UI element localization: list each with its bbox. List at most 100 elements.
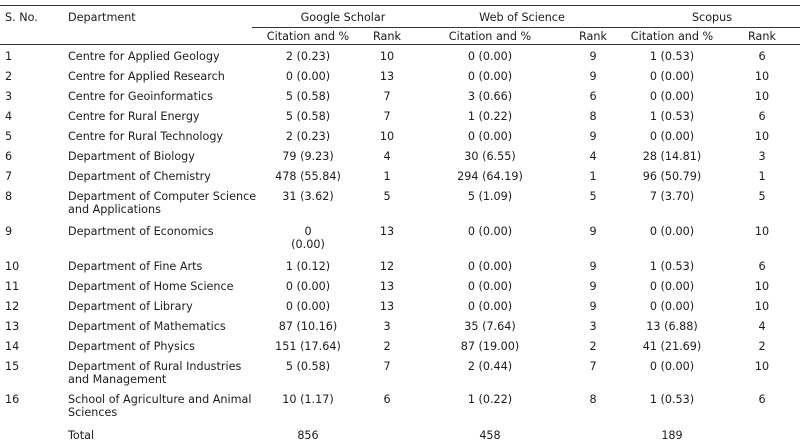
row-department: Centre for Geoinformatics (68, 90, 213, 103)
row-gs-rank: 13 (379, 280, 395, 293)
row-wos-citation: 0 (0.00) (467, 70, 513, 83)
total-scopus: 189 (661, 429, 683, 442)
row-gs-citation: 31 (3.62) (282, 190, 334, 203)
row-department: Department of Mathematics (68, 320, 226, 333)
row-scopus-citation: 1 (0.53) (649, 50, 695, 63)
row-wos-rank: 9 (589, 225, 597, 238)
group-header-rule (252, 27, 800, 28)
row-sno: 2 (5, 70, 13, 83)
row-scopus-rank: 4 (758, 320, 766, 333)
row-department: Department of Chemistry (68, 170, 211, 183)
header-gs-citation: Citation and % (266, 30, 350, 43)
row-gs-citation: 0 (304, 225, 312, 238)
row-wos-citation: 0 (0.00) (467, 280, 513, 293)
row-wos-citation: 87 (19.00) (460, 340, 520, 353)
row-wos-citation: 0 (0.00) (467, 300, 513, 313)
header-scopus-citation: Citation and % (630, 30, 714, 43)
row-scopus-rank: 6 (758, 50, 766, 63)
row-wos-citation: 30 (6.55) (464, 150, 516, 163)
row-scopus-citation: 0 (0.00) (649, 90, 695, 103)
row-scopus-citation: 0 (0.00) (649, 360, 695, 373)
row-wos-citation: 294 (64.19) (457, 170, 523, 183)
row-scopus-rank: 2 (758, 340, 766, 353)
row-gs-rank: 7 (383, 90, 391, 103)
row-wos-rank: 1 (589, 170, 597, 183)
total-gs: 856 (297, 429, 319, 442)
row-gs-rank: 10 (379, 130, 395, 143)
row-department: Department of Home Science (68, 280, 234, 293)
row-gs-rank: 12 (379, 260, 395, 273)
row-department: and Applications (68, 203, 161, 216)
row-sno: 4 (5, 110, 13, 123)
row-gs-citation: 2 (0.23) (285, 130, 331, 143)
row-department: Department of Biology (68, 150, 195, 163)
row-gs-citation: 5 (0.58) (285, 90, 331, 103)
row-scopus-citation: 1 (0.53) (649, 393, 695, 406)
row-department: Department of Economics (68, 225, 214, 238)
row-department: and Management (68, 373, 167, 386)
row-scopus-rank: 10 (754, 360, 770, 373)
row-gs-rank: 2 (383, 340, 391, 353)
row-sno: 11 (5, 280, 20, 293)
row-gs-citation: 0 (0.00) (285, 280, 331, 293)
row-scopus-rank: 10 (754, 225, 770, 238)
row-wos-rank: 8 (589, 110, 597, 123)
row-wos-rank: 9 (589, 70, 597, 83)
row-scopus-rank: 5 (758, 190, 766, 203)
row-scopus-rank: 3 (758, 150, 766, 163)
row-sno: 9 (5, 225, 13, 238)
row-wos-citation: 0 (0.00) (467, 50, 513, 63)
row-scopus-citation: 28 (14.81) (642, 150, 702, 163)
row-wos-rank: 6 (589, 90, 597, 103)
row-scopus-citation: 0 (0.00) (649, 280, 695, 293)
row-gs-citation: 5 (0.58) (285, 360, 331, 373)
row-wos-citation: 1 (0.22) (467, 110, 513, 123)
row-sno: 8 (5, 190, 13, 203)
row-wos-citation: 1 (0.22) (467, 393, 513, 406)
row-department: Department of Library (68, 300, 193, 313)
row-wos-citation: 0 (0.00) (467, 225, 513, 238)
row-wos-rank: 5 (589, 190, 597, 203)
row-gs-rank: 1 (383, 170, 391, 183)
header-gs-rank: Rank (373, 30, 401, 43)
table-top-rule (0, 5, 800, 6)
row-sno: 7 (5, 170, 13, 183)
row-scopus-citation: 1 (0.53) (649, 110, 695, 123)
header-web-of-science: Web of Science (479, 11, 565, 24)
row-sno: 5 (5, 130, 13, 143)
row-department: Department of Fine Arts (68, 260, 203, 273)
row-scopus-rank: 10 (754, 130, 770, 143)
row-gs-citation: 0 (0.00) (285, 300, 331, 313)
row-gs-rank: 7 (383, 110, 391, 123)
row-department: Centre for Applied Geology (68, 50, 220, 63)
row-wos-citation: 2 (0.44) (467, 360, 513, 373)
row-wos-citation: 5 (1.09) (467, 190, 513, 203)
row-gs-citation: 2 (0.23) (285, 50, 331, 63)
row-wos-rank: 4 (589, 150, 597, 163)
row-sno: 10 (5, 260, 20, 273)
row-gs-rank: 13 (379, 225, 395, 238)
row-scopus-citation: 0 (0.00) (649, 225, 695, 238)
row-gs-rank: 5 (383, 190, 391, 203)
row-department: Centre for Rural Technology (68, 130, 224, 143)
row-gs-citation: 10 (1.17) (282, 393, 334, 406)
row-gs-rank: 13 (379, 300, 395, 313)
row-gs-citation: 151 (17.64) (275, 340, 341, 353)
header-scopus: Scopus (691, 11, 733, 24)
row-wos-citation: 0 (0.00) (467, 260, 513, 273)
header-department: Department (68, 11, 136, 24)
row-gs-citation: 5 (0.58) (285, 110, 331, 123)
row-wos-rank: 9 (589, 300, 597, 313)
row-sno: 1 (5, 50, 13, 63)
row-scopus-rank: 10 (754, 70, 770, 83)
row-gs-rank: 6 (383, 393, 391, 406)
row-gs-rank: 10 (379, 50, 395, 63)
row-wos-citation: 0 (0.00) (467, 130, 513, 143)
row-scopus-citation: 96 (50.79) (642, 170, 702, 183)
row-gs-rank: 4 (383, 150, 391, 163)
row-scopus-rank: 1 (758, 170, 766, 183)
row-gs-rank: 13 (379, 70, 395, 83)
row-department: Department of Physics (68, 340, 195, 353)
row-department: Centre for Rural Energy (68, 110, 200, 123)
